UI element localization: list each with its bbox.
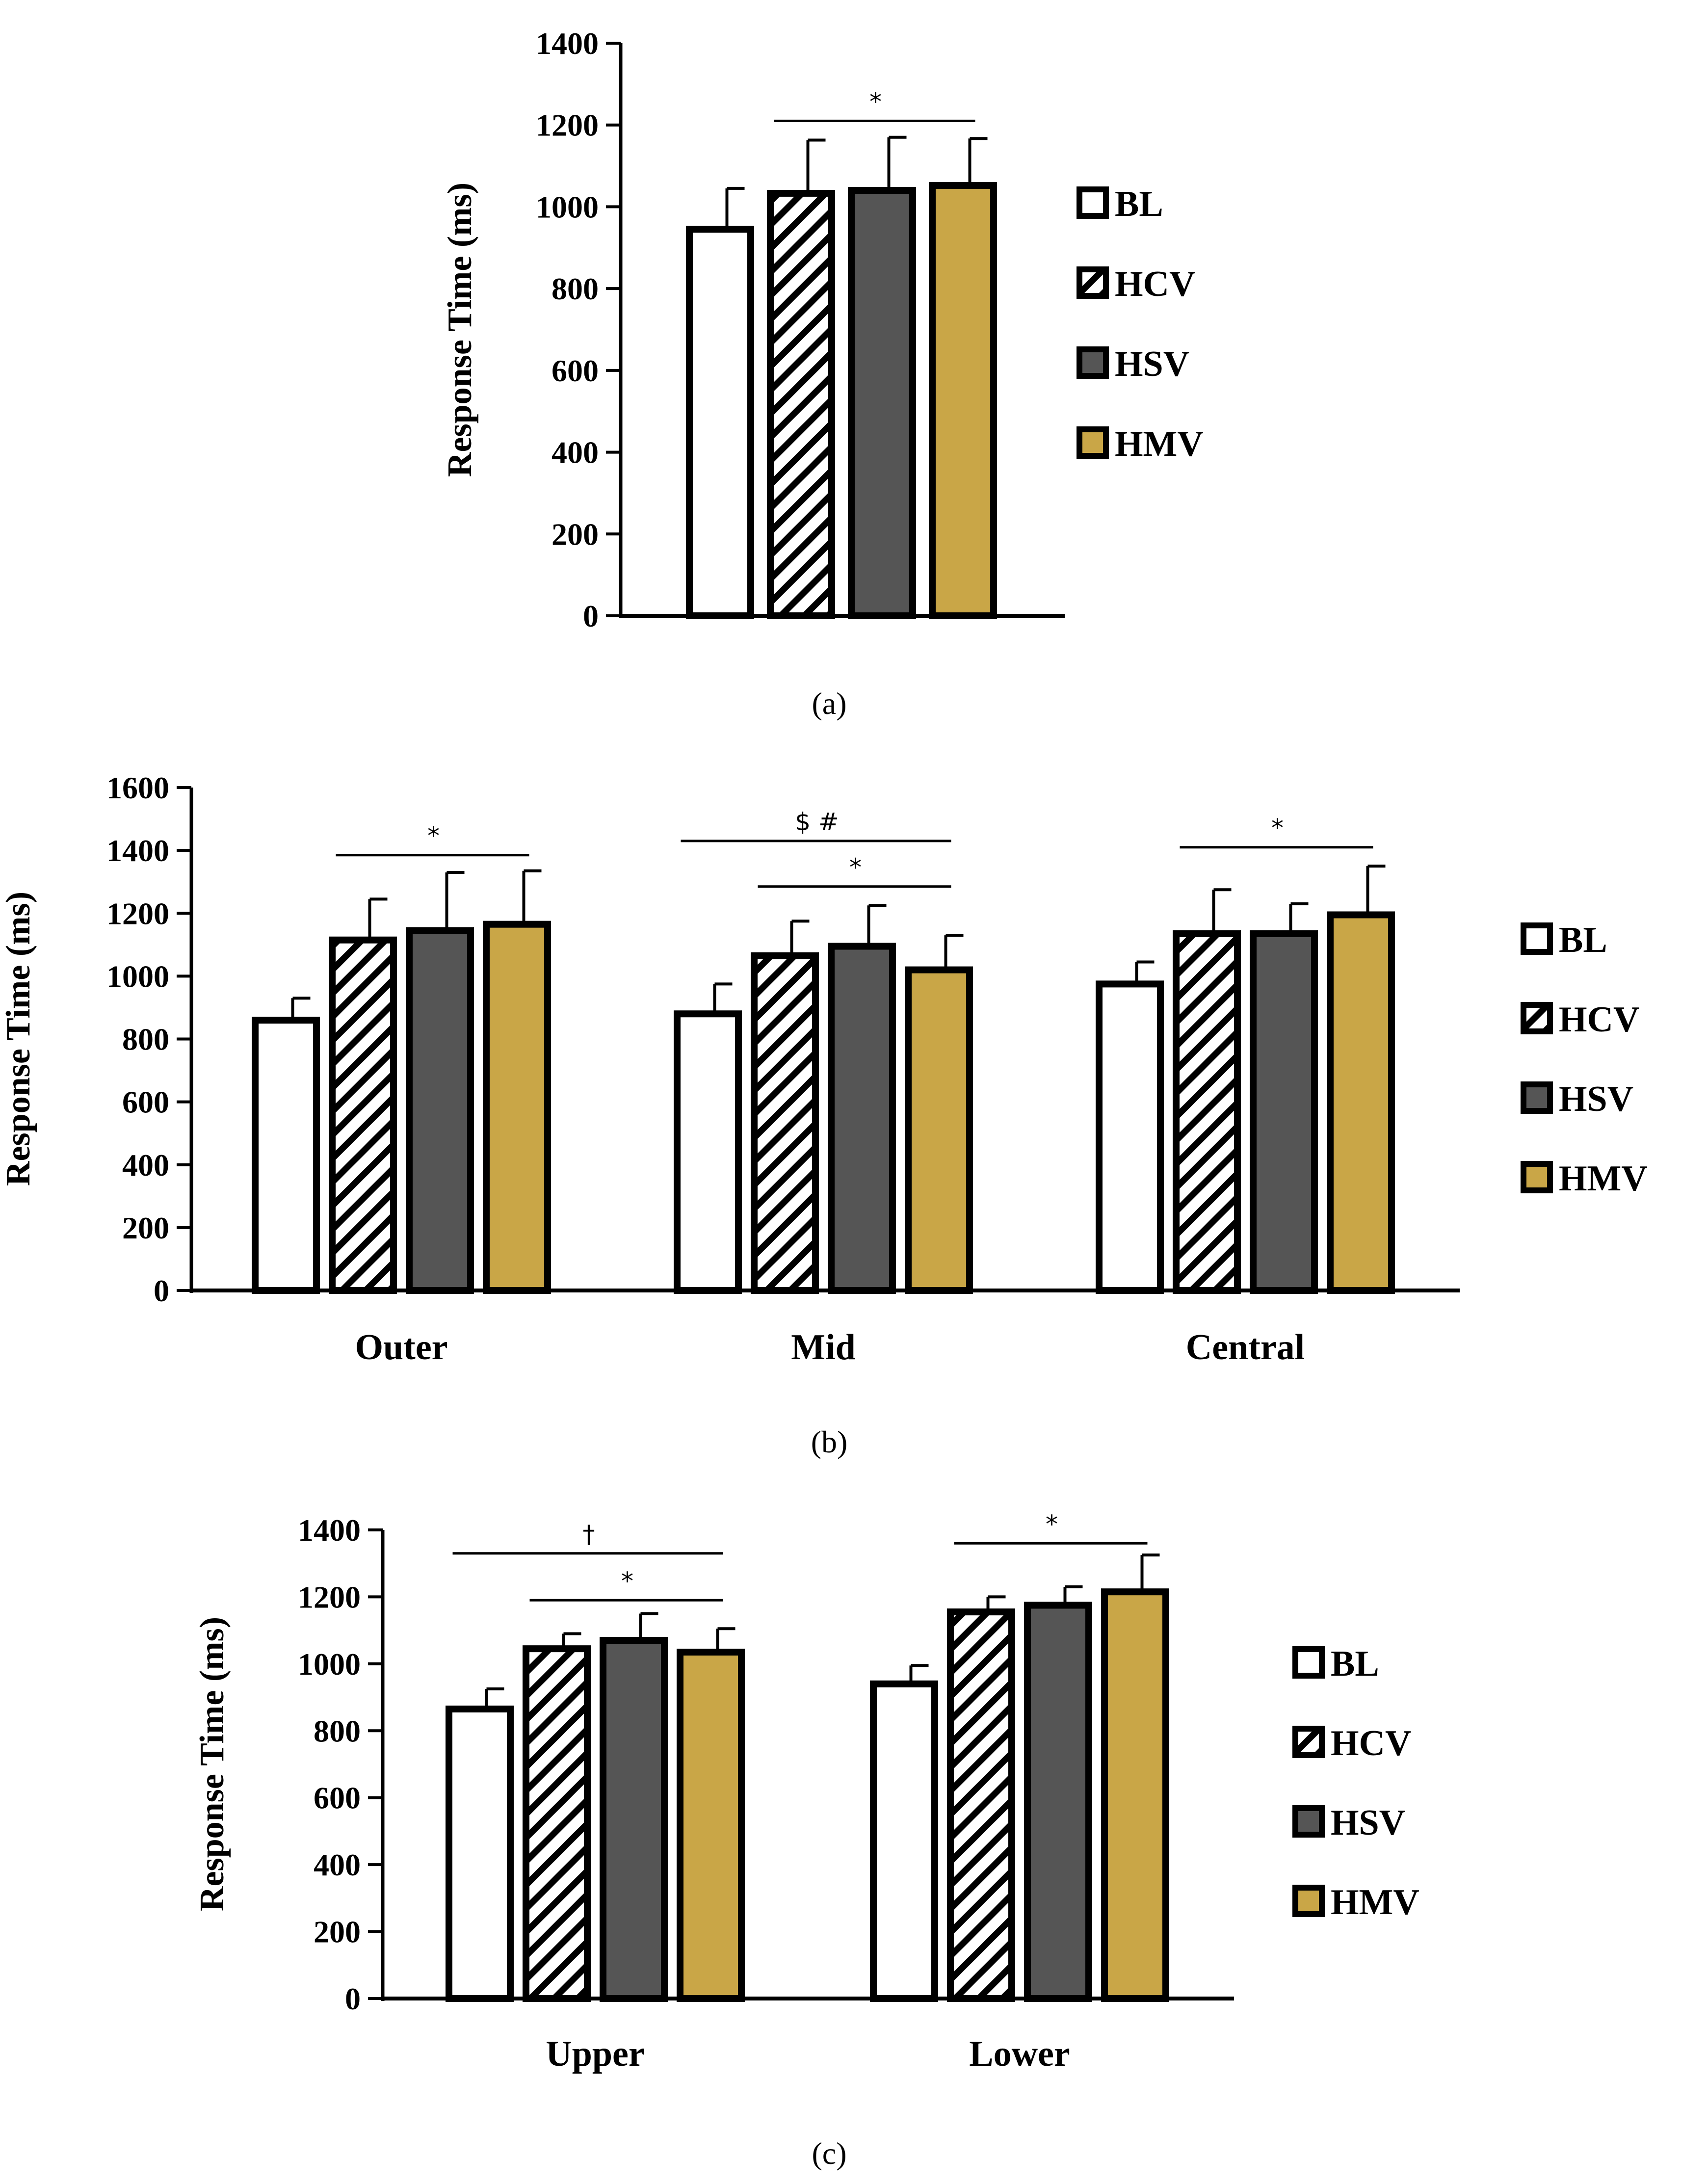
- bar-hcv: [523, 1645, 591, 2002]
- y-tick-label: 1000: [536, 189, 599, 224]
- legend-swatch-bl: [1521, 922, 1553, 955]
- y-tick-label: 1200: [106, 896, 169, 931]
- bar-bl: [446, 1705, 514, 2002]
- significance-mark: *: [621, 1567, 633, 1595]
- y-tick-label: 200: [314, 1915, 361, 1949]
- legend-swatch-bl: [1292, 1646, 1325, 1679]
- panel-c-chart: 0 200 400 600 800 1000 1200 1400 Response Time (…: [193, 1510, 1419, 2074]
- y-tick-label: 800: [552, 271, 599, 306]
- significance-mark: *: [1271, 814, 1284, 842]
- legend-label-hcv: HCV: [1115, 264, 1195, 304]
- significance-mark: †: [583, 1520, 595, 1549]
- legend-label-bl: BL: [1559, 920, 1607, 960]
- y-tick-label: 1200: [536, 108, 599, 143]
- legend-swatch-hmv: [1077, 426, 1109, 459]
- y-tick-label: 200: [552, 517, 599, 552]
- y-tick-label: 0: [583, 599, 599, 633]
- y-axis-title: Response Time (ms): [441, 183, 479, 477]
- bar-hmv: [1327, 911, 1395, 1294]
- legend-label-hmv: HMV: [1331, 1882, 1419, 1922]
- bar-hsv: [600, 1637, 668, 2002]
- y-tick-label: 600: [314, 1781, 361, 1816]
- legend-label-bl: BL: [1331, 1644, 1379, 1684]
- bar-bl: [686, 226, 754, 619]
- bar-hcv: [751, 952, 819, 1294]
- bar-hsv: [1024, 1602, 1092, 2002]
- y-tick-label: 0: [345, 1981, 361, 2016]
- legend-swatch-hmv: [1521, 1161, 1553, 1193]
- legend-swatch-hcv: [1292, 1726, 1325, 1758]
- y-axis-title: Response Time (ms): [0, 892, 37, 1186]
- legend-label-hcv: HCV: [1331, 1723, 1411, 1763]
- y-tick-label: 1000: [298, 1647, 361, 1682]
- y-tick-label: 400: [552, 435, 599, 470]
- y-tick-label: 1200: [298, 1579, 361, 1614]
- legend-swatch-hsv: [1521, 1081, 1553, 1114]
- legend-swatch-hsv: [1292, 1805, 1325, 1838]
- bar-hsv: [406, 927, 474, 1294]
- legend-label-hmv: HMV: [1559, 1158, 1648, 1199]
- y-tick-label: 800: [314, 1713, 361, 1748]
- legend-label-hmv: HMV: [1115, 424, 1204, 464]
- y-tick-label: 1600: [106, 770, 169, 805]
- panel-b-caption: (b): [811, 1424, 848, 1459]
- category-label: Mid: [791, 1327, 856, 1368]
- significance-mark: *: [849, 853, 862, 882]
- panel-a-caption: (a): [812, 686, 846, 721]
- bar-hcv: [767, 189, 835, 619]
- legend-label-hcv: HCV: [1559, 1000, 1639, 1040]
- y-tick-label: 1400: [536, 26, 599, 61]
- significance-mark: $ #: [795, 808, 839, 836]
- bar-hmv: [929, 182, 997, 619]
- bar-bl: [252, 1017, 320, 1294]
- panel-a-chart: 0 200 400 600 800 1000 1200 1400 Response Time (…: [441, 26, 1204, 633]
- legend-label-hsv: HSV: [1115, 344, 1189, 384]
- y-tick-label: 200: [122, 1210, 169, 1245]
- panel-c-caption: (c): [812, 2136, 846, 2171]
- legend-label-bl: BL: [1115, 184, 1163, 224]
- y-tick-label: 0: [154, 1273, 169, 1308]
- y-tick-label: 400: [314, 1847, 361, 1882]
- y-tick-label: 800: [122, 1022, 169, 1057]
- y-tick-label: 1400: [298, 1513, 361, 1548]
- bar-hsv: [828, 943, 896, 1294]
- bar-bl: [870, 1680, 938, 2002]
- bar-hmv: [1101, 1588, 1169, 2002]
- bar-bl: [674, 1010, 742, 1294]
- panel-b-chart: 0 200 400 600 800 1000 1200 1400 1600 Response Ti…: [0, 770, 1648, 1368]
- significance-mark: *: [869, 87, 882, 116]
- bar-hmv: [905, 966, 973, 1294]
- y-tick-label: 1000: [106, 959, 169, 994]
- legend-swatch-hmv: [1292, 1885, 1325, 1917]
- significance-mark: *: [427, 822, 440, 850]
- y-axis-title: Response Time (ms): [193, 1617, 231, 1911]
- bar-hsv: [848, 187, 916, 620]
- y-tick-label: 1400: [106, 833, 169, 868]
- y-tick-label: 400: [122, 1148, 169, 1183]
- significance-mark: *: [1046, 1510, 1058, 1538]
- bar-hcv: [1173, 930, 1241, 1294]
- bar-hcv: [947, 1608, 1015, 2002]
- y-tick-label: 600: [122, 1085, 169, 1120]
- legend-swatch-hcv: [1077, 266, 1109, 299]
- legend-label-hsv: HSV: [1331, 1803, 1405, 1843]
- category-label: Upper: [546, 2034, 644, 2074]
- legend-swatch-hsv: [1077, 346, 1109, 379]
- bar-hsv: [1250, 930, 1318, 1294]
- bar-bl: [1096, 980, 1164, 1294]
- category-label: Outer: [355, 1327, 447, 1368]
- category-label: Lower: [969, 2034, 1070, 2074]
- bar-hcv: [329, 936, 397, 1294]
- legend-label-hsv: HSV: [1559, 1079, 1633, 1119]
- legend-swatch-bl: [1077, 186, 1109, 219]
- category-label: Central: [1186, 1327, 1305, 1368]
- bar-hmv: [483, 921, 551, 1294]
- bar-hmv: [677, 1648, 745, 2002]
- y-tick-label: 600: [552, 353, 599, 388]
- legend-swatch-hcv: [1521, 1002, 1553, 1034]
